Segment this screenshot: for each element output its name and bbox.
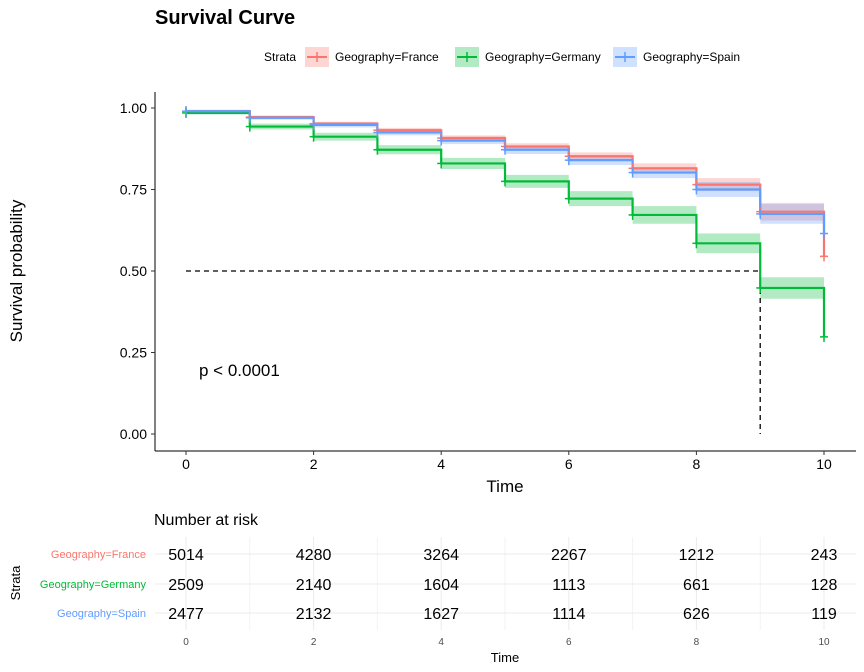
risk-value: 1627	[423, 606, 459, 623]
risk-value: 2267	[551, 547, 587, 564]
plot-panel: 0.00 0.25 0.50 0.75 1.00 0 2 4 6 8 10 p < 0.0001	[120, 92, 856, 472]
x-tick-label: 0	[182, 456, 190, 472]
x-tick-label: 10	[816, 456, 832, 472]
risk-value: 128	[811, 577, 838, 594]
y-tick-label: 0.50	[120, 263, 147, 279]
risk-value: 1212	[679, 547, 715, 564]
risk-value: 2509	[168, 577, 204, 594]
risk-table-xlabel: Time	[491, 650, 519, 665]
risk-value: 1604	[423, 577, 459, 594]
y-tick-label: 0.00	[120, 426, 147, 442]
risk-table: Number at risk Geography=France Geography…	[8, 512, 856, 665]
risk-value: 626	[683, 606, 710, 623]
risk-value: 2140	[296, 577, 332, 594]
risk-x-tick-label: 4	[438, 637, 444, 648]
risk-value: 1114	[552, 606, 585, 623]
risk-row-label: Geography=Germany	[40, 579, 147, 591]
pvalue-label: p < 0.0001	[199, 361, 280, 380]
legend-title: Strata	[264, 50, 296, 64]
risk-value: 5014	[168, 547, 204, 564]
risk-value: 243	[811, 547, 838, 564]
risk-table-ylabel: Strata	[8, 565, 23, 600]
risk-x-tick-label: 8	[694, 637, 700, 648]
risk-value: 2477	[168, 606, 204, 623]
x-tick-label: 2	[310, 456, 318, 472]
x-tick-label: 6	[565, 456, 573, 472]
risk-value: 2132	[296, 606, 332, 623]
risk-row-label: Geography=Spain	[57, 608, 146, 620]
risk-x-tick-label: 6	[566, 637, 572, 648]
x-tick-label: 4	[437, 456, 445, 472]
x-axis-title: Time	[486, 477, 523, 496]
y-axis-title: Survival probability	[7, 199, 26, 342]
y-tick-label: 1.00	[120, 100, 147, 116]
risk-value: 4280	[296, 547, 332, 564]
x-tick-label: 8	[693, 456, 701, 472]
y-tick-label: 0.75	[120, 182, 147, 198]
risk-row-label: Geography=France	[51, 549, 146, 561]
risk-value: 119	[811, 606, 837, 623]
legend: Strata Geography=France Geography=Germany…	[264, 47, 740, 67]
risk-value: 1113	[552, 577, 585, 594]
y-tick-label: 0.25	[120, 345, 147, 361]
risk-x-tick-label: 2	[311, 637, 317, 648]
legend-label: Geography=Germany	[485, 50, 601, 64]
risk-value: 3264	[423, 547, 459, 564]
risk-value: 661	[683, 577, 710, 594]
legend-label: Geography=France	[335, 50, 439, 64]
legend-label: Geography=Spain	[643, 50, 740, 64]
risk-x-tick-label: 0	[183, 637, 189, 648]
risk-x-tick-label: 10	[818, 637, 830, 648]
risk-table-title: Number at risk	[154, 512, 259, 529]
chart-title: Survival Curve	[155, 7, 295, 29]
